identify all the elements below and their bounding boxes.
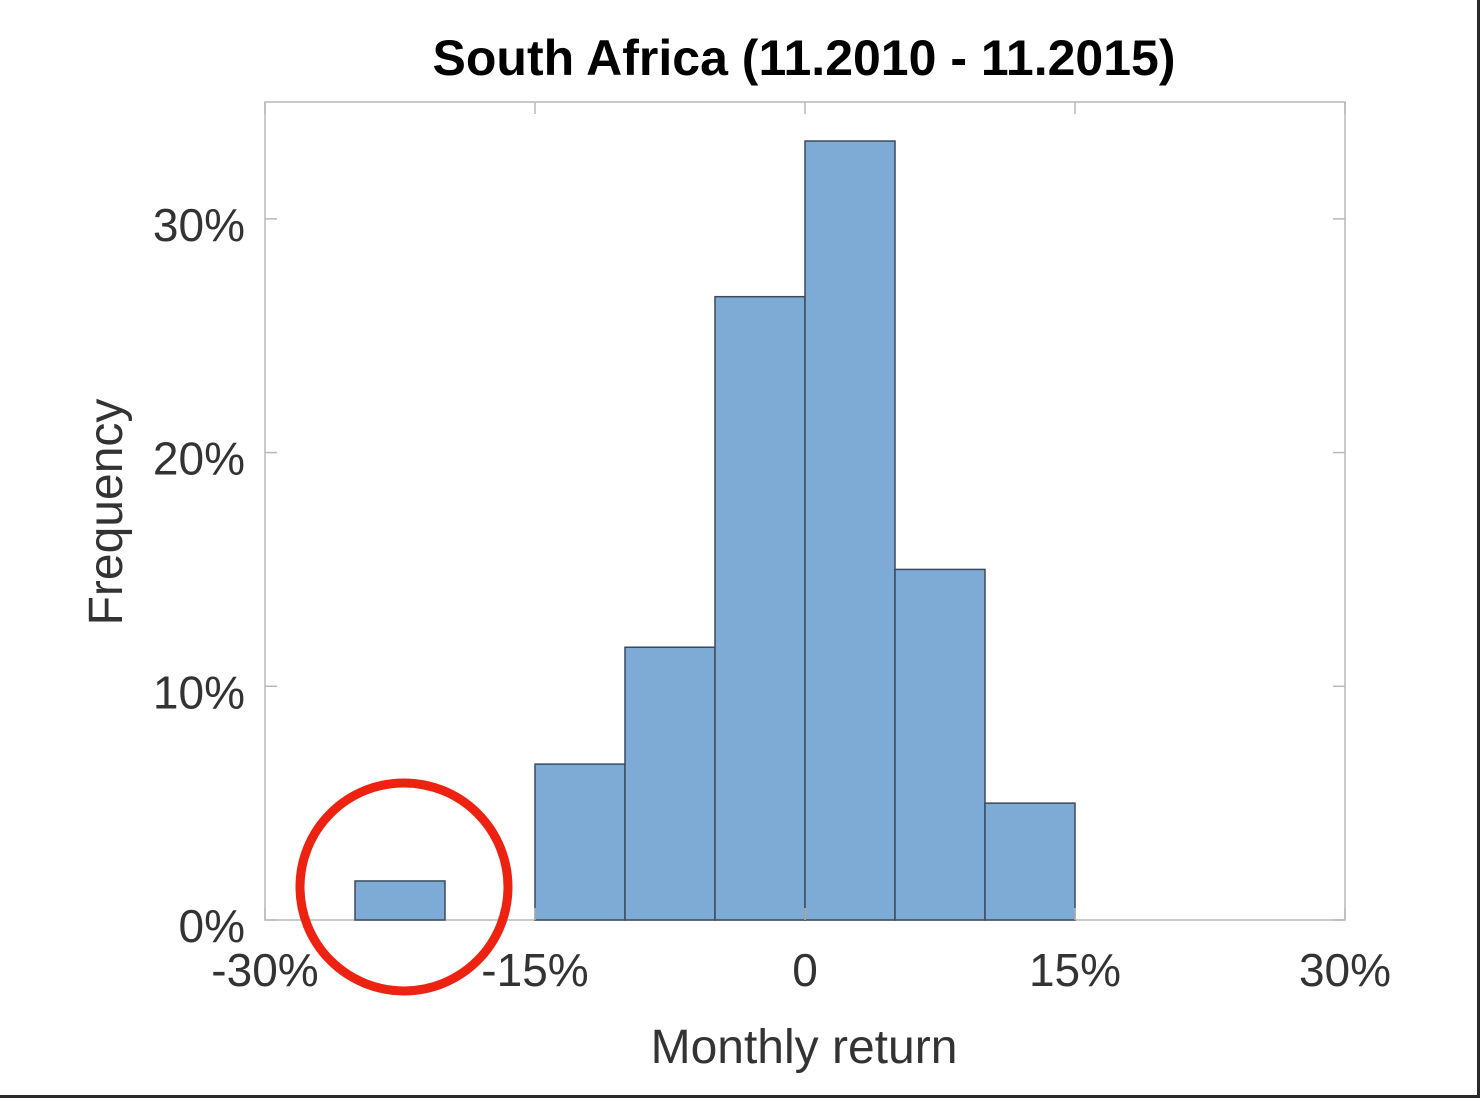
histogram-bar bbox=[624, 646, 716, 921]
chart-title: South Africa (11.2010 - 11.2015) bbox=[433, 30, 1176, 86]
bars-group bbox=[354, 140, 1076, 921]
histogram-bar bbox=[894, 568, 986, 921]
y-tick-label: 10% bbox=[153, 666, 245, 718]
histogram-bar bbox=[534, 763, 626, 921]
y-tick-labels: 0% 10% 20% 30% bbox=[153, 199, 245, 952]
y-tick-label: 30% bbox=[153, 199, 245, 251]
annotation-group bbox=[295, 778, 513, 996]
x-tick-label: 15% bbox=[1029, 944, 1121, 996]
x-tick-label: -15% bbox=[481, 944, 588, 996]
histogram-bar bbox=[804, 140, 896, 921]
x-tick-label: 0 bbox=[792, 944, 818, 996]
histogram-bar bbox=[354, 880, 446, 921]
ticks-group bbox=[264, 102, 1346, 921]
highlight-circle bbox=[295, 778, 513, 996]
histogram-bar bbox=[984, 802, 1076, 921]
y-tick-label: 20% bbox=[153, 433, 245, 485]
bottom-border bbox=[0, 1095, 1480, 1098]
y-axis-label: Frequency bbox=[80, 399, 133, 626]
y-tick-label: 0% bbox=[179, 900, 245, 952]
x-tick-label: -30% bbox=[211, 944, 318, 996]
x-axis-label: Monthly return bbox=[651, 1021, 958, 1074]
histogram-bar bbox=[714, 295, 806, 921]
x-tick-labels: -30% -15% 0 15% 30% bbox=[211, 944, 1391, 996]
right-border bbox=[1477, 0, 1480, 1098]
x-tick-label: 30% bbox=[1299, 944, 1391, 996]
